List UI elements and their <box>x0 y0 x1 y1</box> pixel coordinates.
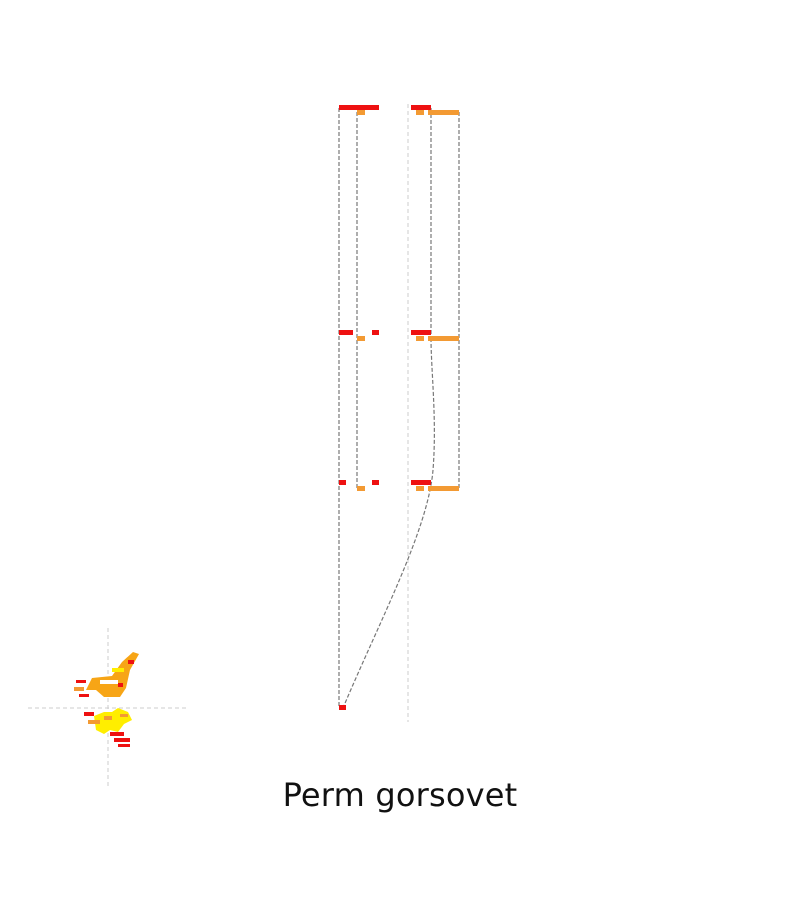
thumbnail-bit <box>76 680 86 683</box>
block-top-right-red <box>411 105 431 110</box>
thumbnail-bit <box>128 660 134 664</box>
connector-lines <box>338 108 460 709</box>
thumbnail-bit <box>112 668 124 672</box>
thumbnail-bit <box>118 683 123 687</box>
thumbnail-bit <box>79 694 89 697</box>
thumbnail-bit <box>110 732 124 736</box>
block-low-left-orange <box>357 486 365 491</box>
thumbnail-bit <box>74 687 84 691</box>
block-low-left-red <box>339 480 346 485</box>
block-low-right-red <box>411 480 431 485</box>
block-top-left-orange <box>357 110 365 115</box>
block-top-right-orange-small <box>416 110 424 115</box>
block-mid-left-orange <box>357 336 365 341</box>
diagram-title: Perm gorsovet <box>282 776 518 814</box>
block-mid-right-orange-small <box>416 336 424 341</box>
thumbnail-bit <box>114 738 130 742</box>
root-marker <box>339 705 346 710</box>
block-top-left-red <box>339 105 379 110</box>
block-top-right-orange <box>428 110 459 115</box>
block-mid-left-red <box>339 330 353 335</box>
block-low-left-red-dot <box>372 480 379 485</box>
thumbnail-bit <box>104 716 112 720</box>
thumbnail-cluster-upper <box>86 652 139 697</box>
thumbnail-bit <box>120 714 128 717</box>
block-mid-right-red <box>411 330 431 335</box>
block-low-right-orange-small <box>416 486 424 491</box>
thumbnail-bit <box>100 680 118 684</box>
thumbnail-bit <box>84 712 94 716</box>
thumbnail-bit <box>118 744 130 747</box>
block-low-right-orange <box>428 486 459 491</box>
thumbnail-glyph <box>28 628 188 788</box>
block-mid-right-orange <box>428 336 459 341</box>
connector-curve <box>342 337 435 709</box>
block-mid-left-red-dot <box>372 330 379 335</box>
thumbnail-bit <box>88 720 100 724</box>
